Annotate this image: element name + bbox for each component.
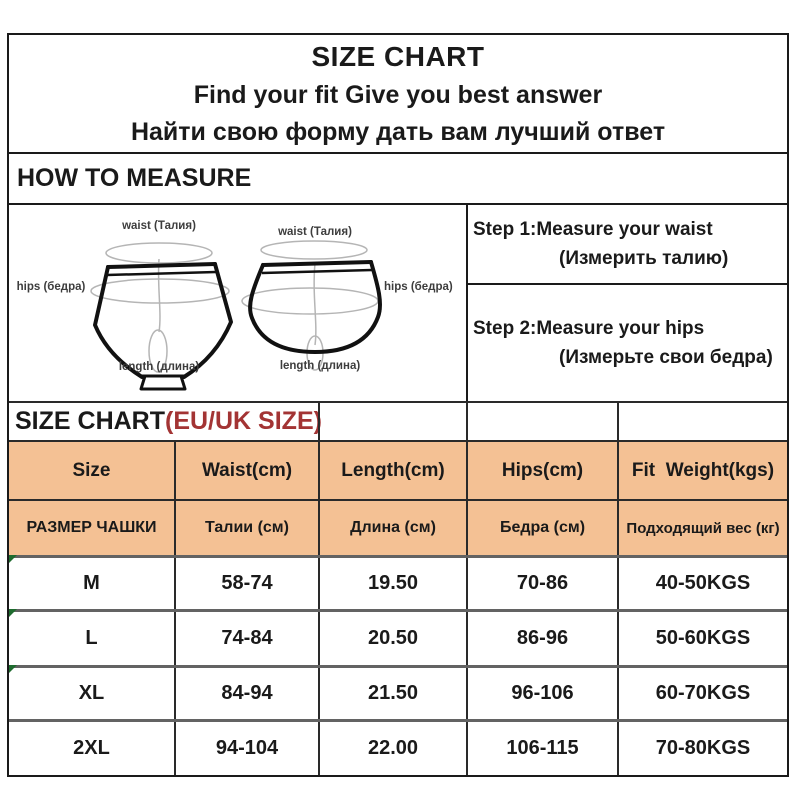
- cell-waist: 74-84: [174, 612, 318, 665]
- hips-label-left: hips (бедра): [17, 281, 86, 293]
- step-1: Step 1:Measure your waist (Измерить тали…: [468, 205, 787, 285]
- empty-cell: [466, 403, 617, 440]
- empty-cell: [617, 403, 787, 440]
- how-to-measure-heading: HOW TO MEASURE: [9, 152, 787, 203]
- title-block: SIZE CHART Find your fit Give you best a…: [9, 35, 787, 152]
- empty-cell: [318, 403, 466, 440]
- col-header-waist-ru: Талии (см): [174, 501, 318, 555]
- cell-weight: 70-80KGS: [617, 722, 787, 775]
- length-measure-ellipse-front: [148, 329, 168, 373]
- col-header-size: Size: [72, 459, 111, 481]
- hips-measure-ellipse-back: [241, 287, 379, 315]
- row-marker-triangle: [9, 665, 17, 673]
- col-header-weight: Fit Weight(kgs): [617, 442, 787, 499]
- col-header-hips: Hips(cm): [466, 442, 617, 499]
- cell-waist: 94-104: [174, 722, 318, 775]
- panty-front-waistband-inner: [106, 270, 217, 277]
- step-1-text-ru: (Измерить талию): [559, 248, 729, 269]
- panty-diagrams: waist (Талия) length (длина) hips (бедра…: [9, 205, 466, 401]
- title-subtitle-en: Find your fit Give you best answer: [193, 80, 603, 109]
- table-row-l: L 74-84 20.50 86-96 50-60KGS: [9, 609, 787, 665]
- cell-length: 21.50: [318, 668, 466, 719]
- panty-back-waistband: [261, 260, 373, 267]
- col-header-weight-ru: Подходящий вес (кг): [617, 501, 787, 555]
- col-header-hips-ru: Бедра (см): [466, 501, 617, 555]
- length-line-front: [157, 258, 161, 333]
- step-2-text-en: Step 2:Measure your hips: [473, 317, 705, 339]
- cell-waist: 84-94: [174, 668, 318, 719]
- length-line-back: [313, 262, 317, 346]
- col-header-length-ru: Длина (см): [318, 501, 466, 555]
- cell-length: 22.00: [318, 722, 466, 775]
- measure-steps: Step 1:Measure your waist (Измерить тали…: [466, 205, 787, 401]
- cell-weight: 60-70KGS: [617, 668, 787, 719]
- step-2: Step 2:Measure your hips (Измерьте свои …: [468, 285, 787, 401]
- panty-back-outline: [248, 260, 382, 354]
- chart-sheet: SIZE CHART Find your fit Give you best a…: [7, 33, 789, 777]
- size-chart-heading: SIZE CHART (EU/UK SIZE): [9, 403, 322, 440]
- col-header-size-ru: РАЗМЕР ЧАШКИ: [26, 519, 157, 536]
- cell-weight: 50-60KGS: [617, 612, 787, 665]
- measure-section: waist (Талия) length (длина) hips (бедра…: [9, 203, 787, 401]
- step-1-text-en: Step 1:Measure your waist: [473, 218, 713, 240]
- cell-size: XL: [78, 682, 105, 704]
- panty-front-crotch: [139, 374, 187, 391]
- table-header-en: Size Waist(cm) Length(cm) Hips(cm) Fit W…: [9, 440, 787, 499]
- waist-measure-ellipse-back: [260, 240, 368, 260]
- panty-measure-diagram: waist (Талия) length (длина) hips (бедра…: [17, 220, 453, 391]
- size-chart-heading-red: (EU/UK SIZE): [165, 407, 322, 435]
- size-chart-heading-black: SIZE CHART: [15, 407, 165, 435]
- length-label-back: length (длина): [280, 360, 361, 372]
- row-marker-triangle: [9, 555, 17, 563]
- length-label-front: length (длина): [119, 361, 200, 373]
- cell-hips: 70-86: [466, 558, 617, 609]
- page-title: SIZE CHART: [311, 40, 485, 72]
- cell-weight: 40-50KGS: [617, 558, 787, 609]
- step-2-text-ru: (Измерьте свои бедра): [559, 347, 773, 368]
- table-row-m: M 58-74 19.50 70-86 40-50KGS: [9, 555, 787, 609]
- cell-hips: 106-115: [466, 722, 617, 775]
- table-header-ru: РАЗМЕР ЧАШКИ Талии (см) Длина (см) Бедра…: [9, 499, 787, 555]
- col-header-length: Length(cm): [318, 442, 466, 499]
- cell-length: 20.50: [318, 612, 466, 665]
- size-chart-heading-row: SIZE CHART (EU/UK SIZE): [9, 401, 787, 440]
- panty-back-waistband-inner: [261, 268, 373, 275]
- table-row-2xl: 2XL 94-104 22.00 106-115 70-80KGS: [9, 719, 787, 775]
- title-subtitle-ru: Найти свою форму дать вам лучший ответ: [130, 117, 666, 146]
- waist-label-back: waist (Талия): [277, 226, 352, 238]
- cell-hips: 96-106: [466, 668, 617, 719]
- cell-length: 19.50: [318, 558, 466, 609]
- panty-front-waistband: [106, 262, 217, 269]
- waist-label-front: waist (Талия): [121, 220, 196, 232]
- cell-waist: 58-74: [174, 558, 318, 609]
- cell-size: M: [83, 572, 100, 594]
- cell-size: 2XL: [73, 737, 110, 759]
- panty-front-right-side: [182, 262, 233, 379]
- table-row-xl: XL 84-94 21.50 96-106 60-70KGS: [9, 665, 787, 719]
- panty-front-left-side: [93, 265, 144, 379]
- hips-label-right: hips (бедра): [384, 281, 453, 293]
- cell-hips: 86-96: [466, 612, 617, 665]
- col-header-waist: Waist(cm): [174, 442, 318, 499]
- row-marker-triangle: [9, 609, 17, 617]
- cell-size: L: [85, 627, 98, 649]
